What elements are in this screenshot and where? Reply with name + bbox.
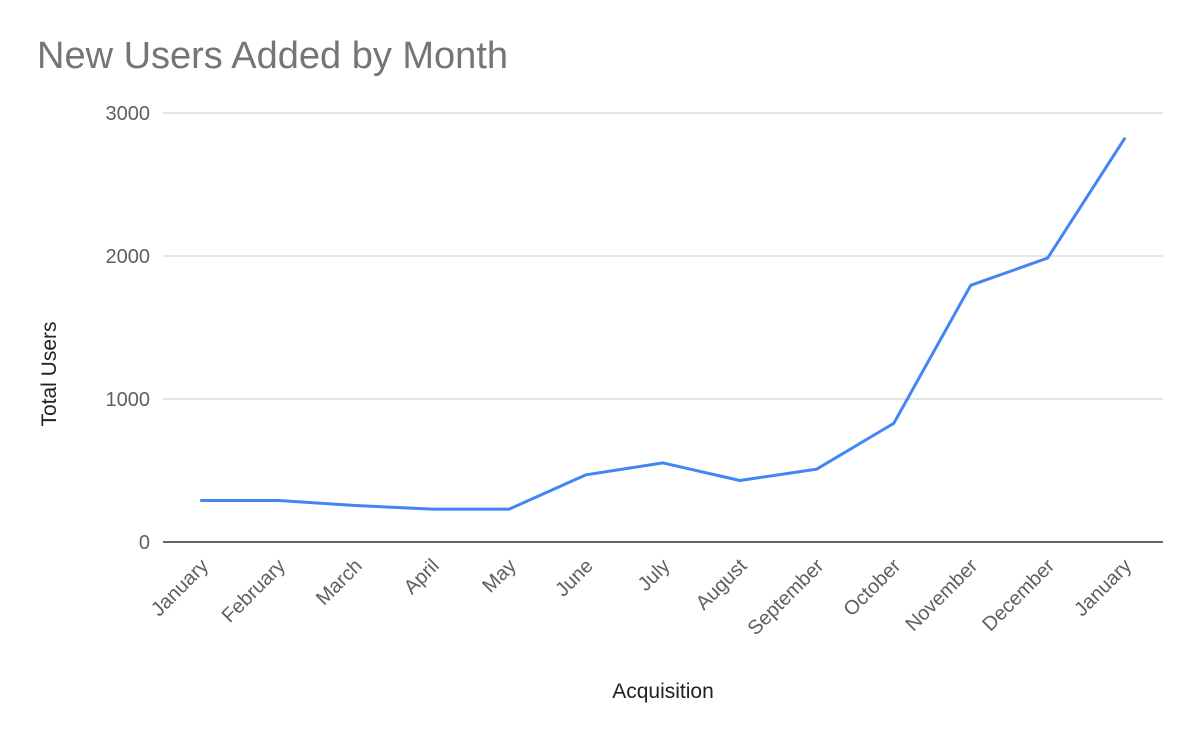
x-tick-label: February [218,555,290,627]
gridlines [163,112,1163,400]
x-tick-label: July [634,555,675,596]
x-tick-label: March [312,555,367,610]
x-tick-label: December [978,555,1059,636]
x-tick-label: January [1070,555,1136,621]
y-axis-label: Total Users [38,321,61,426]
series-lines [200,137,1126,511]
chart-title: New Users Added by Month [37,35,508,77]
x-tick-label: June [551,555,597,601]
y-tick-label: 2000 [106,246,151,268]
x-tick-label: September [744,555,829,640]
x-tick-label: April [400,555,444,599]
y-axis-ticks: 0 1000 2000 3000 [106,103,151,554]
x-axis-label: Acquisition [612,680,714,703]
y-tick-label: 1000 [106,389,151,411]
series-line [200,137,1126,511]
x-tick-label: August [692,555,752,615]
x-tick-label: January [147,555,213,621]
y-tick-label: 0 [139,532,150,554]
x-tick-label: November [901,555,982,636]
x-tick-label: May [478,555,520,597]
y-tick-label: 3000 [106,103,151,125]
x-tick-label: October [839,555,905,621]
x-axis-ticks: January February March April May June July Augu… [147,555,1136,640]
